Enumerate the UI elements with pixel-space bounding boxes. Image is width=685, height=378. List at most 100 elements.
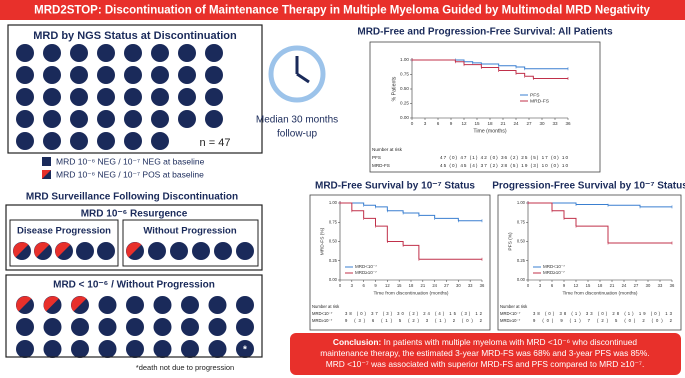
patient-dot — [148, 242, 166, 260]
patient-dot — [97, 242, 115, 260]
x-tick-label: 6 — [551, 283, 554, 288]
dot-base — [153, 296, 172, 314]
dot-base — [124, 88, 142, 106]
patient-dot — [124, 66, 142, 84]
risk-row-values: 9 (0) 9 (1) 7 (2) 5 (0) 2 (0) 2 — [533, 318, 673, 323]
y-tick-label: 0.50 — [400, 86, 409, 91]
patient-dot — [71, 296, 89, 314]
patient-dot — [124, 44, 142, 62]
x-tick-label: 27 — [526, 121, 532, 126]
conclusion-text: In patients with multiple myeloma with M… — [381, 337, 637, 347]
x-tick-label: 3 — [539, 283, 542, 288]
dot-half — [34, 242, 50, 258]
patient-dot — [151, 132, 169, 150]
dot-half — [43, 296, 59, 312]
dot-base — [97, 132, 115, 150]
patient-dot — [98, 318, 117, 336]
y-tick-label: 0.00 — [517, 277, 526, 282]
x-tick-label: 9 — [374, 283, 377, 288]
chart-layer: MRD-Free and Progression-Free Survival: … — [309, 27, 685, 331]
legend-label: MRD<10⁻⁷ — [355, 264, 377, 269]
km-step — [528, 202, 553, 211]
patient-dot — [70, 66, 88, 84]
x-tick-label: 18 — [598, 283, 603, 288]
dot-half — [55, 242, 71, 258]
patient-dot — [55, 242, 73, 260]
patient-dot — [43, 88, 61, 106]
dot-base — [97, 242, 115, 260]
patient-dot — [97, 132, 115, 150]
title-bar — [0, 0, 685, 20]
dot-half — [71, 296, 87, 312]
follow-up-text: Median 30 months — [256, 115, 338, 126]
y-axis-label: PFS (%) — [507, 232, 513, 251]
legend-label: MRD≥10⁻⁷ — [543, 270, 565, 275]
dot-base — [178, 88, 196, 106]
y-tick-label: 1.00 — [329, 200, 338, 205]
patient-dot — [208, 296, 227, 314]
patient-dot — [16, 340, 34, 358]
patient-dot — [205, 110, 223, 128]
dot-base — [126, 318, 144, 336]
y-tick-label: 0.75 — [329, 219, 338, 224]
patient-dot — [70, 88, 88, 106]
dot-base — [70, 66, 88, 84]
dot-base — [151, 66, 169, 84]
group-title: Without Progression — [143, 226, 237, 237]
x-tick-label: 27 — [634, 283, 639, 288]
dot-base — [43, 66, 61, 84]
dot-base — [71, 318, 89, 336]
risk-row-values: 38 (0) 37 (3) 30 (2) 24 (4) 15 (3) 12 — [345, 311, 483, 316]
dot-half — [126, 242, 142, 258]
patient-dot — [16, 66, 34, 84]
patient-dot — [208, 340, 227, 358]
patient-dot — [16, 44, 34, 62]
dot-base — [124, 66, 142, 84]
x-tick-label: 21 — [610, 283, 615, 288]
no-progression-box — [5, 274, 263, 358]
x-tick-label: 36 — [565, 121, 571, 126]
chart-title: MRD-Free Survival by 10⁻⁷ Status — [315, 181, 475, 192]
x-tick-label: 9 — [563, 283, 566, 288]
dot-base — [98, 296, 117, 314]
patient-dot — [16, 110, 34, 128]
patient-dot — [16, 88, 34, 106]
risk-row-values: 38 (0) 38 (1) 33 (0) 28 (1) 19 (0) 13 — [533, 311, 673, 316]
risk-row-label: MRD<10⁻⁷ — [500, 311, 521, 316]
x-tick-label: 0 — [339, 283, 342, 288]
dot-base — [98, 318, 117, 336]
patient-dot — [178, 110, 196, 128]
dot-base — [153, 340, 172, 358]
patient-dot — [34, 242, 52, 260]
patient-dot — [98, 340, 117, 358]
dot-base — [16, 132, 34, 150]
risk-header: Number at risk — [500, 304, 528, 309]
dot-base — [178, 44, 196, 62]
patient-dot — [97, 88, 115, 106]
resurgence-title: MRD 10⁻⁶ Resurgence — [81, 209, 188, 220]
dot-base — [214, 242, 232, 260]
dot-base — [70, 132, 88, 150]
page-title: MRD2STOP: Discontinuation of Maintenance… — [34, 5, 650, 17]
legend-label: MRD-FS — [530, 98, 550, 104]
patient-dot — [205, 44, 223, 62]
patient-dot — [205, 66, 223, 84]
y-tick-label: 0.25 — [400, 101, 409, 106]
dot-base — [236, 340, 254, 358]
x-axis-label: Time from discontinuation (months) — [562, 290, 637, 296]
x-tick-label: 33 — [658, 283, 663, 288]
patient-dot — [43, 66, 61, 84]
y-axis-label: MRD-FS (%) — [319, 227, 325, 255]
y-tick-label: 0.25 — [517, 258, 526, 263]
patient-dot — [13, 242, 31, 260]
patient-dot — [181, 296, 199, 314]
dot-base — [43, 44, 61, 62]
dot-base — [76, 242, 94, 260]
resurgence-box — [5, 204, 263, 271]
n-label: n = 47 — [200, 137, 231, 149]
y-tick-label: 1.00 — [400, 57, 409, 62]
group-box — [122, 219, 259, 267]
y-tick-label: 0.50 — [517, 239, 526, 244]
